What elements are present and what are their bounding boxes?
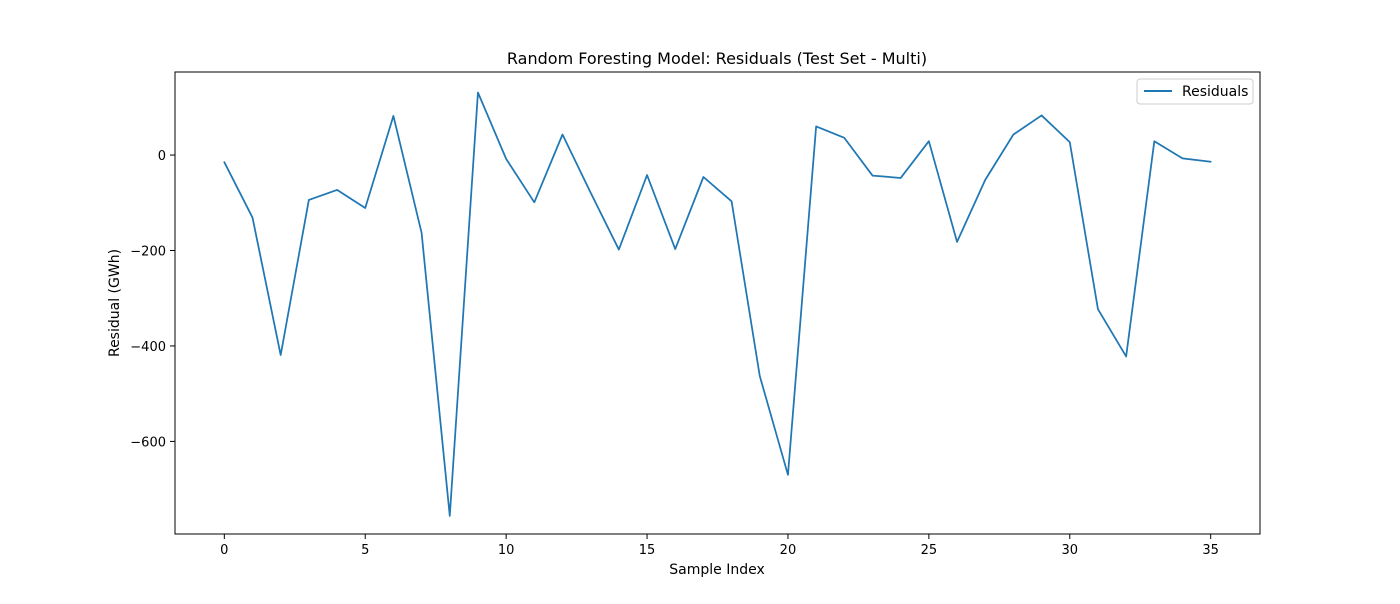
y-tick-label: 0 [158,149,166,164]
x-tick-label: 5 [361,543,369,558]
legend-box [1136,78,1254,105]
legend: Residuals [1136,78,1254,105]
x-tick-label: 0 [220,543,228,558]
y-tick-label: −400 [130,340,166,355]
x-tick-label: 30 [1061,543,1078,558]
y-tick-label: −200 [130,245,166,260]
x-tick-label: 35 [1202,543,1219,558]
x-axis-label: Sample Index [669,562,764,578]
series-line-residuals [223,91,1212,517]
x-tick-label: 15 [639,543,656,558]
x-tick-label: 10 [498,543,515,558]
chart-title: Random Foresting Model: Residuals (Test … [507,49,927,68]
x-tick-label: 20 [780,543,797,558]
series-layer [223,91,1212,517]
plot-area-frame [174,71,1261,535]
y-tick-label: −600 [130,435,166,450]
x-tick-label: 25 [921,543,938,558]
y-axis-ticks: −600 −400 −200 0 [130,149,175,450]
y-axis-label: Residual (GWh) [107,249,123,357]
legend-label-residuals: Residuals [1182,84,1248,100]
x-axis-ticks: 0 5 10 15 20 25 30 35 [220,534,1219,558]
